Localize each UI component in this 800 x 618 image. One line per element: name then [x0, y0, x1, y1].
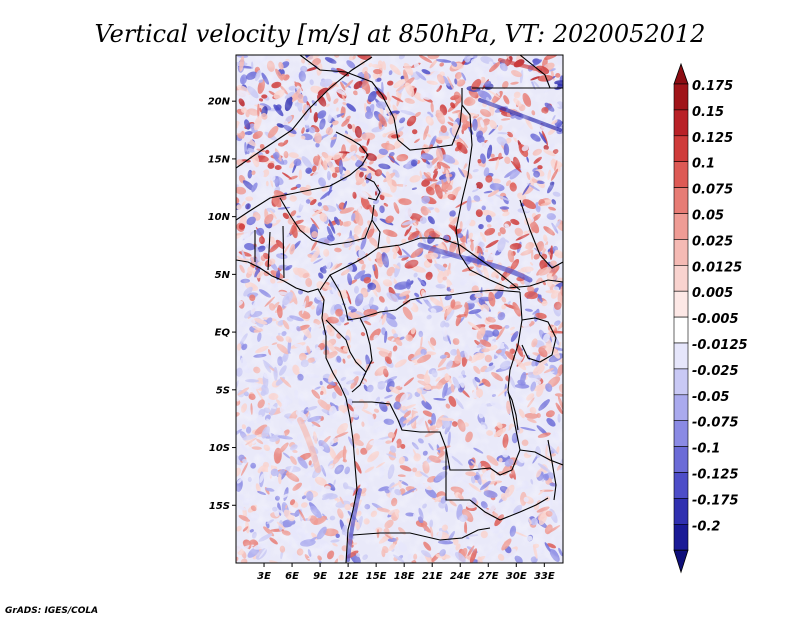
colorbar-swatch	[673, 109, 689, 137]
colorbar-label: -0.05	[692, 390, 729, 405]
colorbar-swatch	[673, 161, 689, 188]
lat-tick-label: EQ	[215, 328, 231, 339]
colorbar-swatch	[673, 213, 689, 240]
border-zambia	[445, 448, 549, 521]
lat-tick-label: 10S	[209, 443, 230, 454]
colorbar-swatch	[673, 342, 689, 370]
colorbar-label: 0.005	[692, 286, 733, 301]
colorbar-label: -0.025	[692, 364, 739, 379]
map-frame	[235, 54, 564, 564]
border-congo-drc	[359, 317, 373, 373]
border-tanzania	[519, 449, 563, 466]
border-mali-niger	[236, 131, 369, 221]
lat-tick-label: 5N	[215, 270, 231, 281]
lon-tick-label: 3E	[257, 571, 271, 582]
border-nile	[519, 55, 551, 89]
lon-axis: 3E 6E 9E 12E 15E 18E 21E 24E 27E 30E 33E	[257, 563, 555, 582]
colorbar-swatch	[673, 498, 689, 525]
colorbar-swatch	[673, 239, 689, 266]
colorbar-label: 0.05	[692, 209, 724, 224]
colorbar-swatch	[673, 368, 689, 396]
lon-tick-label: 18E	[394, 571, 415, 582]
colorbar-swatch	[673, 290, 689, 318]
colorbar-label: -0.1	[692, 442, 720, 457]
colorbar-swatch	[673, 264, 689, 292]
colorbar-label: 0.15	[692, 105, 724, 120]
border-cameroon-gabon	[329, 274, 397, 321]
colorbar-label: -0.005	[692, 312, 739, 327]
lon-tick-label: 15E	[366, 571, 387, 582]
border-congo-gabon	[325, 319, 367, 393]
colorbar-swatch	[673, 420, 689, 447]
colorbar-swatch	[673, 446, 689, 473]
lat-axis: 20N 15N 10N 5N EQ 5S 10S 15S	[208, 97, 236, 512]
lon-tick-label: 21E	[422, 571, 443, 582]
border-drc-angola	[352, 401, 491, 471]
colorbar-label: -0.125	[692, 468, 739, 483]
lon-tick-label: 9E	[313, 571, 327, 582]
colorbar-swatch	[673, 83, 689, 111]
border-nigeria-cameroon	[319, 219, 381, 291]
colorbar-label: -0.2	[692, 519, 720, 534]
colorbar-swatch	[673, 187, 689, 214]
map-panel: 20N 15N 10N 5N EQ 5S 10S 15S 3E 6E 9E 12E 15E 18E 21E…	[208, 54, 564, 582]
lon-tick-label: 33E	[534, 571, 555, 582]
noise-texture	[236, 55, 563, 563]
lon-tick-label: 30E	[506, 571, 527, 582]
lon-tick-label: 6E	[285, 571, 299, 582]
colorbar-swatch	[673, 523, 689, 551]
border-north-1	[236, 56, 373, 169]
colorbar-label: 0.025	[692, 234, 733, 249]
border-ghana-togo	[254, 225, 285, 279]
chart-title: Vertical velocity [m/s] at 850hPa, VT: 2…	[95, 20, 706, 48]
border-chad-sudan	[455, 104, 473, 256]
colorbar-label: -0.075	[692, 416, 739, 431]
border-lake-malawi	[547, 439, 557, 501]
lon-tick-label: 12E	[338, 571, 359, 582]
lat-tick-label: 5S	[216, 385, 230, 396]
colorbar-label: 0.1	[692, 157, 715, 172]
lon-tick-label: 27E	[478, 571, 499, 582]
border-south-sudan	[459, 254, 563, 289]
border-lake-victoria	[521, 317, 557, 363]
lon-tick-label: 24E	[450, 571, 471, 582]
border-car	[377, 237, 521, 291]
colorbar-swatch	[673, 394, 689, 421]
grads-credit: GrADS: IGES/COLA	[5, 606, 98, 616]
colorbar-label: -0.175	[692, 493, 739, 508]
colorbar-swatch	[673, 135, 689, 163]
colorbar-bottom-arrow	[673, 549, 689, 574]
lat-tick-label: 20N	[208, 97, 231, 108]
lat-tick-label: 15N	[208, 154, 231, 165]
border-lake-tanganyika	[507, 391, 519, 431]
coastline-west-africa	[236, 259, 358, 563]
border-lake-chad	[365, 177, 381, 201]
colorbar-top-arrow	[673, 62, 689, 85]
colorbar-label: 0.175	[692, 79, 733, 94]
border-drc-north	[395, 289, 521, 311]
colorbar-label: -0.0125	[692, 338, 748, 353]
colorbar-label: 0.125	[692, 131, 733, 146]
lat-tick-label: 15S	[209, 501, 230, 512]
colorbar-label: 0.0125	[692, 260, 742, 275]
border-niger-nigeria	[279, 197, 375, 246]
border-angola-namibia	[352, 527, 491, 541]
colorbar-label: 0.075	[692, 183, 733, 198]
country-borders	[236, 55, 563, 563]
border-drc-east	[489, 291, 523, 476]
border-north-2	[299, 55, 399, 141]
colorbar-swatch	[673, 316, 689, 344]
colorbar: 0.175 0.15 0.125 0.1 0.075 0.05 0.025 0.0125 0.0…	[673, 62, 748, 574]
colorbar-swatch	[673, 472, 689, 499]
border-sudan-ethiopia	[519, 199, 563, 269]
lat-tick-label: 10N	[208, 212, 231, 223]
